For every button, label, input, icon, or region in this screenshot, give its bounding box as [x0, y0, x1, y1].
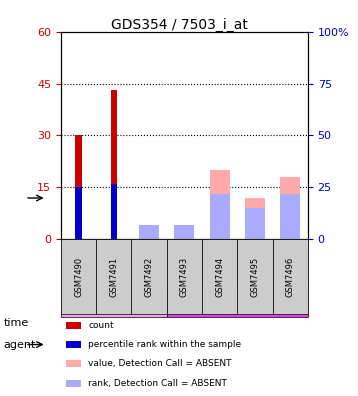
Bar [139, 228, 159, 239]
FancyBboxPatch shape [167, 239, 202, 284]
FancyBboxPatch shape [61, 239, 96, 314]
Bar [66, 379, 81, 386]
Text: GDS354 / 7503_i_at: GDS354 / 7503_i_at [111, 18, 247, 32]
Text: control: control [95, 295, 133, 306]
Text: GSM7496: GSM7496 [286, 257, 295, 297]
Bar [66, 341, 81, 348]
Bar [76, 187, 82, 239]
Bar [66, 322, 81, 329]
Text: lithium: lithium [227, 295, 266, 306]
FancyBboxPatch shape [237, 239, 272, 284]
FancyBboxPatch shape [131, 239, 167, 314]
FancyBboxPatch shape [167, 239, 202, 314]
Text: percentile rank within the sample: percentile rank within the sample [88, 340, 241, 349]
FancyBboxPatch shape [61, 239, 167, 284]
FancyBboxPatch shape [272, 239, 308, 314]
Text: 20
minute: 20 minute [168, 252, 200, 271]
FancyBboxPatch shape [237, 239, 272, 314]
Bar [280, 194, 300, 239]
Text: GSM7494: GSM7494 [215, 257, 224, 297]
Text: rank, Detection Call = ABSENT: rank, Detection Call = ABSENT [88, 379, 227, 388]
Text: GSM7490: GSM7490 [74, 257, 83, 297]
Text: count: count [88, 321, 113, 330]
FancyBboxPatch shape [202, 239, 237, 314]
FancyBboxPatch shape [167, 284, 308, 317]
Text: GSM7495: GSM7495 [251, 257, 260, 297]
Text: 60
minute: 60 minute [239, 252, 271, 271]
Text: 0 minute: 0 minute [92, 257, 136, 267]
Bar [245, 198, 265, 239]
Bar [139, 225, 159, 239]
Bar [280, 177, 300, 239]
Text: GSM7493: GSM7493 [180, 257, 189, 297]
Text: 140
minute: 140 minute [277, 252, 304, 271]
Bar [76, 135, 82, 239]
FancyBboxPatch shape [61, 284, 167, 317]
Bar [111, 90, 117, 239]
Text: GSM7492: GSM7492 [145, 257, 154, 297]
FancyBboxPatch shape [96, 239, 131, 314]
Text: GSM7491: GSM7491 [109, 257, 118, 297]
Text: agent: agent [4, 339, 36, 350]
Bar [210, 170, 229, 239]
Bar [66, 360, 81, 367]
Text: value, Detection Call = ABSENT: value, Detection Call = ABSENT [88, 359, 232, 368]
Bar [245, 208, 265, 239]
Text: time: time [4, 318, 29, 328]
Bar [174, 225, 194, 239]
Bar [111, 184, 117, 239]
FancyBboxPatch shape [202, 239, 237, 284]
Bar [174, 228, 194, 239]
FancyBboxPatch shape [272, 239, 308, 284]
Text: 40
minute: 40 minute [204, 252, 236, 271]
Bar [210, 194, 229, 239]
